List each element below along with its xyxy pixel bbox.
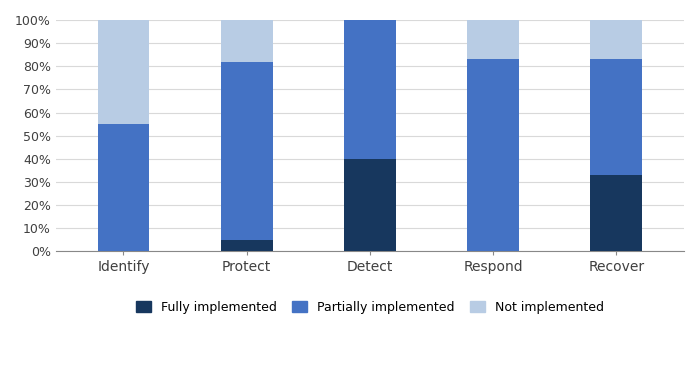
- Bar: [221, 240, 273, 251]
- Bar: [344, 20, 396, 159]
- Bar: [344, 159, 396, 251]
- Bar: [591, 175, 642, 251]
- Bar: [98, 20, 150, 124]
- Bar: [467, 20, 519, 59]
- Legend: Fully implemented, Partially implemented, Not implemented: Fully implemented, Partially implemented…: [130, 294, 610, 320]
- Bar: [591, 59, 642, 175]
- Bar: [221, 62, 273, 240]
- Bar: [221, 20, 273, 62]
- Bar: [98, 124, 150, 251]
- Bar: [467, 59, 519, 251]
- Bar: [591, 20, 642, 59]
